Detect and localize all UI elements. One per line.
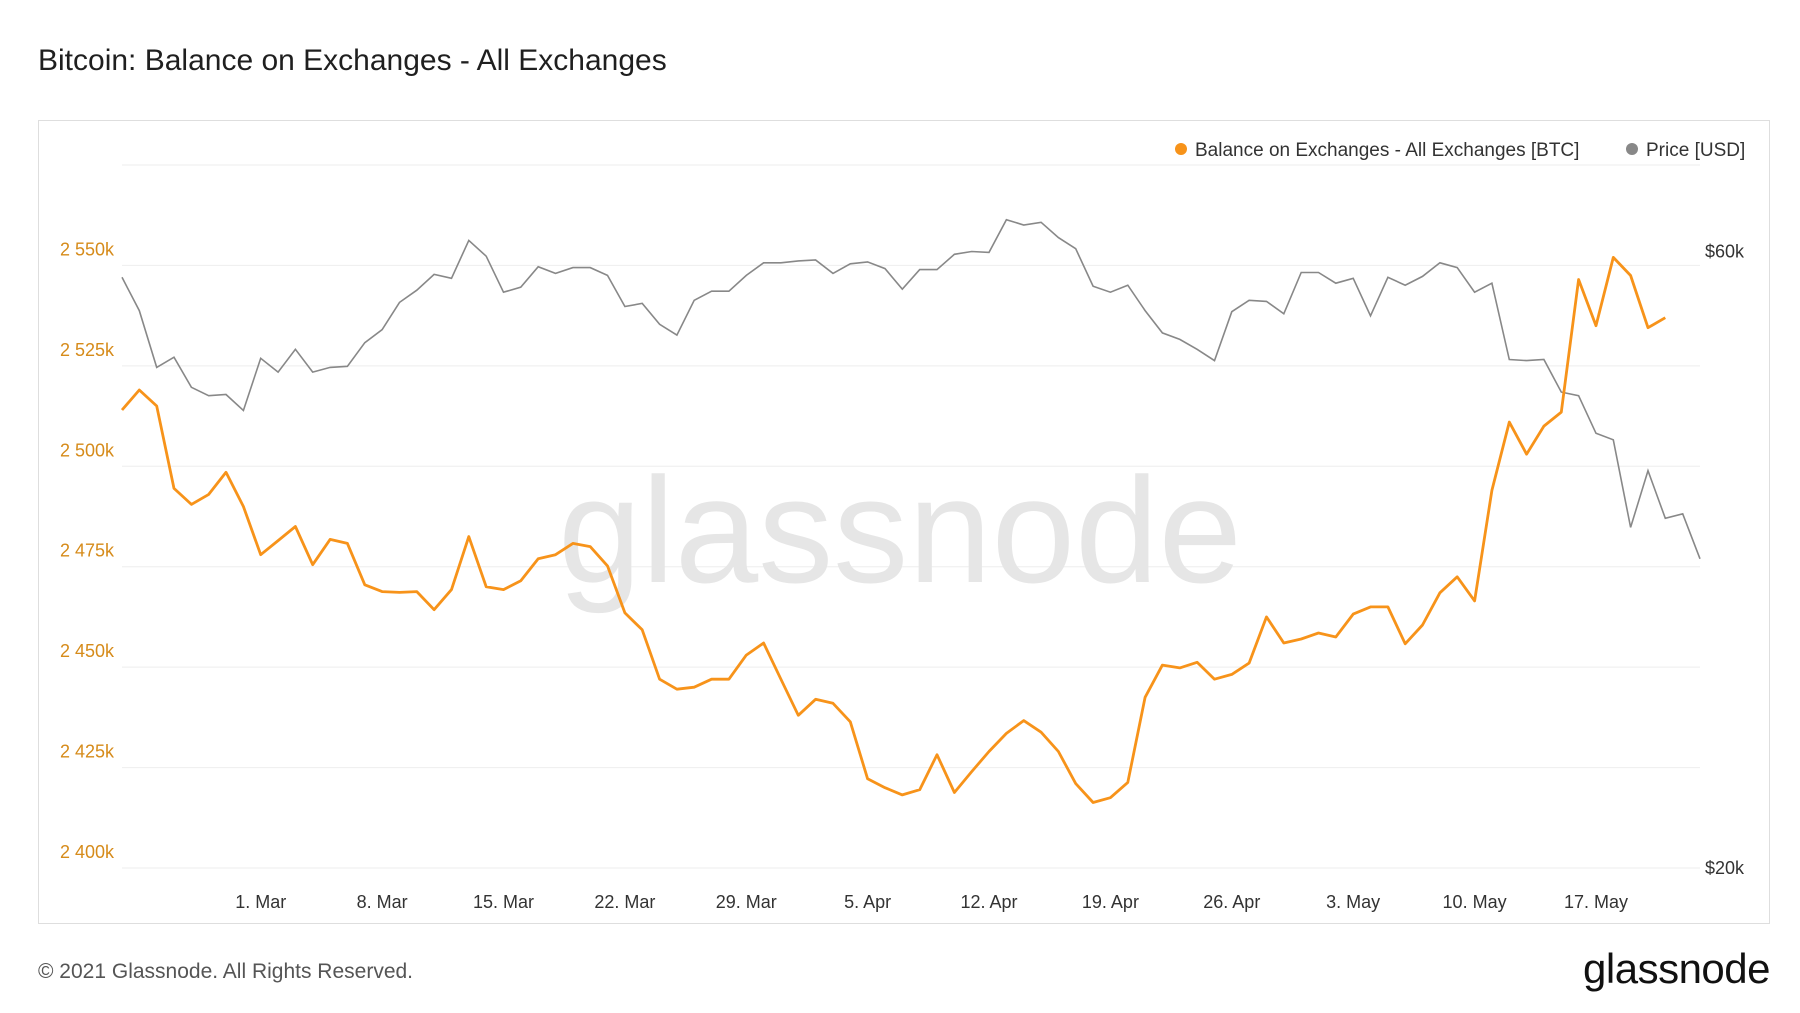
left-tick-label: 2 550k	[60, 239, 115, 259]
glassnode-logo: glassnode	[1583, 945, 1770, 992]
right-axis-ticks: $20k $60k	[1705, 242, 1745, 878]
x-tick-label: 15. Mar	[473, 892, 534, 912]
right-tick-label: $20k	[1705, 858, 1745, 878]
x-tick-label: 26. Apr	[1203, 892, 1260, 912]
watermark: glassnode	[558, 446, 1242, 614]
x-tick-label: 10. May	[1443, 892, 1507, 912]
x-tick-label: 5. Apr	[844, 892, 891, 912]
x-tick-label: 12. Apr	[961, 892, 1018, 912]
legend-balance-label: Balance on Exchanges - All Exchanges [BT…	[1195, 140, 1579, 161]
x-tick-label: 8. Mar	[357, 892, 408, 912]
copyright-text: © 2021 Glassnode. All Rights Reserved.	[38, 960, 414, 983]
left-tick-label: 2 500k	[60, 440, 115, 460]
left-tick-label: 2 475k	[60, 541, 115, 561]
x-axis-ticks: 1. Mar 8. Mar 15. Mar 22. Mar 29. Mar 5. Apr 1…	[235, 892, 1628, 912]
x-tick-label: 22. Mar	[594, 892, 655, 912]
chart-title: Bitcoin: Balance on Exchanges - All Exch…	[38, 44, 667, 77]
x-tick-label: 17. May	[1564, 892, 1628, 912]
left-tick-label: 2 425k	[60, 742, 115, 762]
legend: Balance on Exchanges - All Exchanges [BT…	[1175, 140, 1745, 161]
left-tick-label: 2 525k	[60, 340, 115, 360]
x-tick-label: 3. May	[1326, 892, 1380, 912]
x-tick-label: 1. Mar	[235, 892, 286, 912]
x-tick-label: 19. Apr	[1082, 892, 1139, 912]
left-axis-ticks: 2 400k 2 425k 2 450k 2 475k 2 500k 2 525k 2 55…	[60, 239, 115, 862]
grid-lines	[122, 164, 1700, 869]
legend-price-dot	[1626, 143, 1638, 155]
legend-balance-dot	[1175, 143, 1187, 155]
right-tick-label: $60k	[1705, 242, 1745, 262]
legend-price-label: Price [USD]	[1646, 140, 1745, 161]
left-tick-label: 2 400k	[60, 842, 115, 862]
chart-frame	[38, 120, 1770, 924]
balance-line	[120, 255, 1667, 804]
x-tick-label: 29. Mar	[716, 892, 777, 912]
price-line	[121, 218, 1701, 560]
left-tick-label: 2 450k	[60, 641, 115, 661]
